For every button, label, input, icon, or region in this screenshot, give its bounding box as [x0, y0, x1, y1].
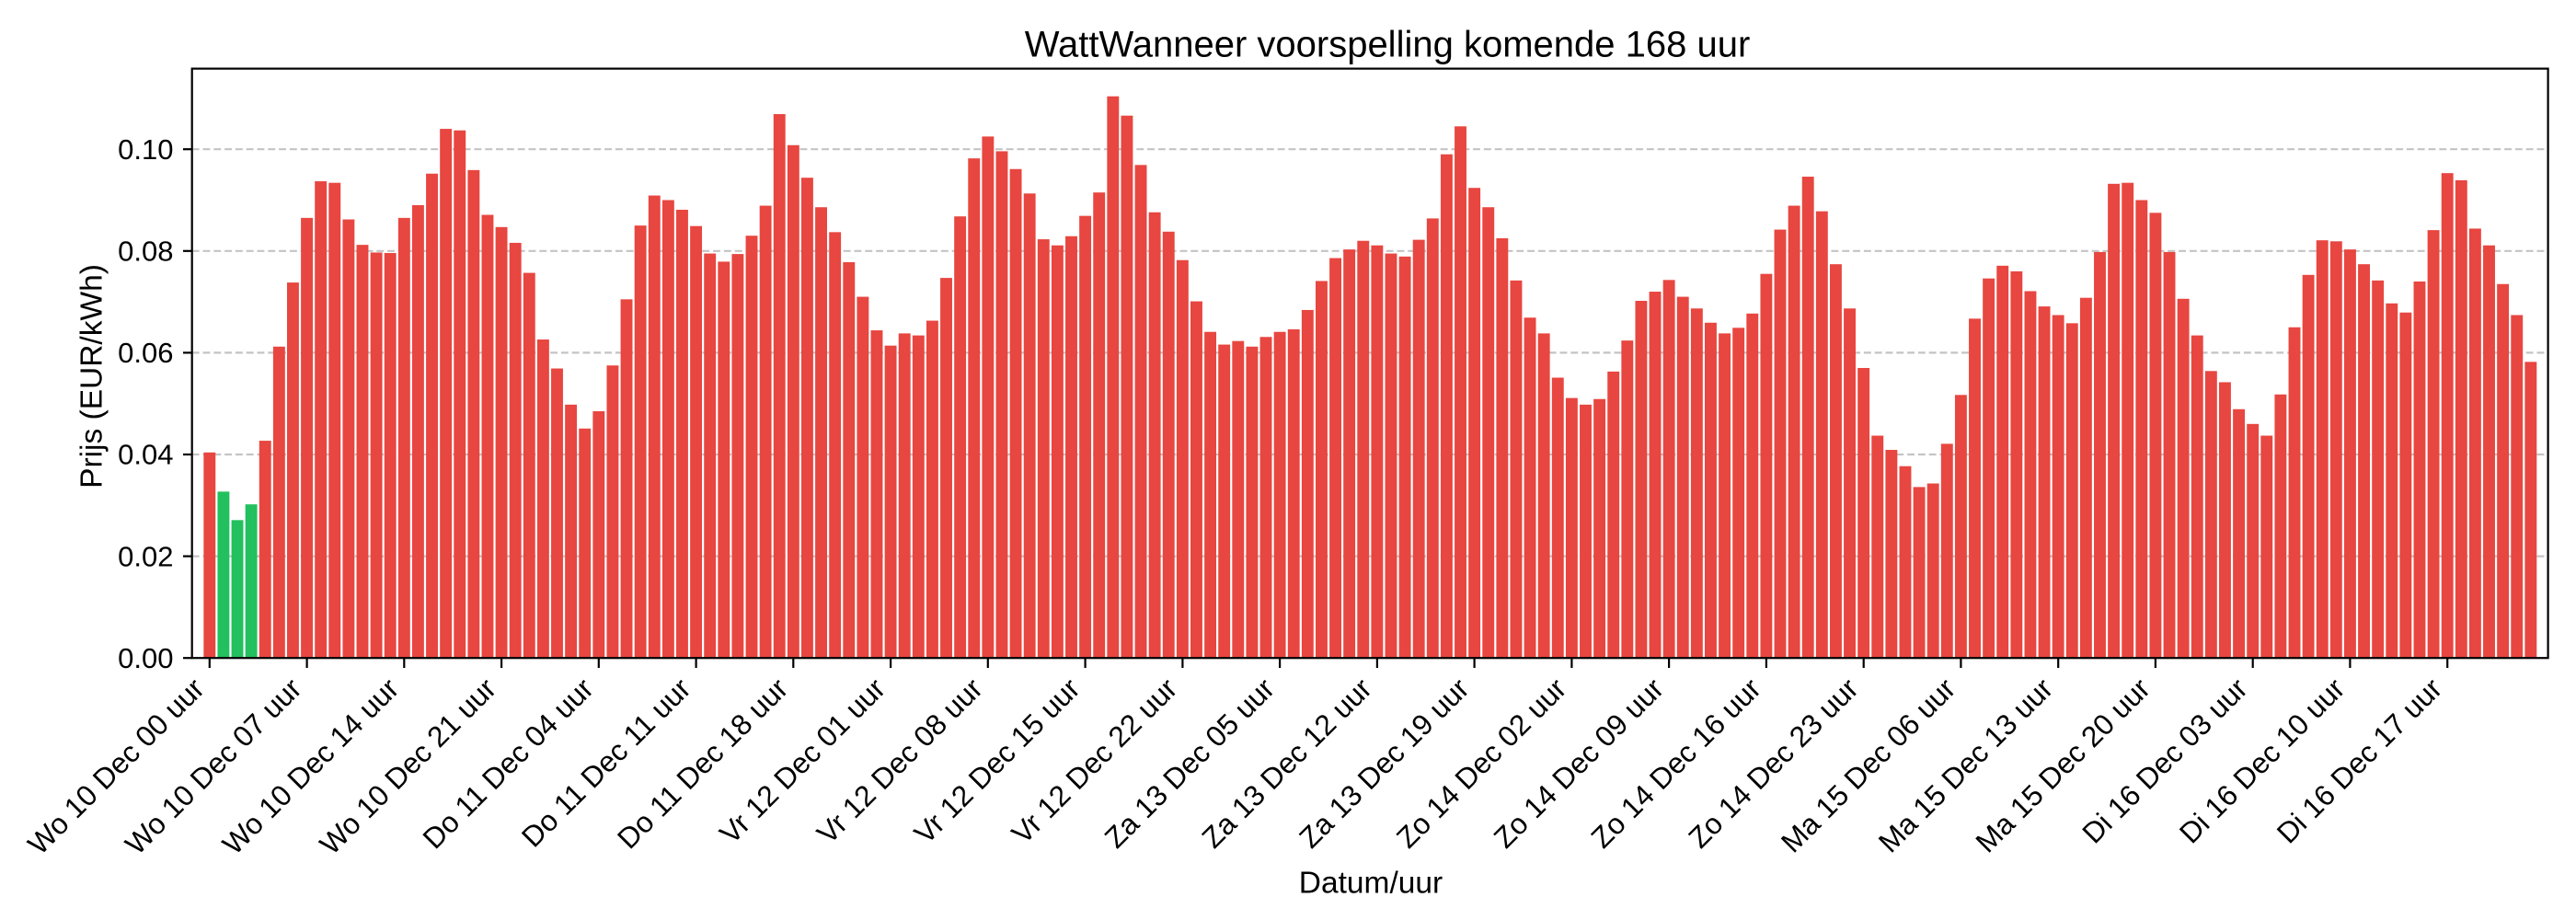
svg-text:0.02: 0.02 — [118, 540, 173, 572]
svg-text:0.10: 0.10 — [118, 133, 173, 166]
svg-text:0.08: 0.08 — [118, 236, 173, 268]
svg-text:0.06: 0.06 — [118, 337, 173, 369]
svg-text:0.00: 0.00 — [118, 642, 173, 674]
svg-text:Prijs (EUR/kWh): Prijs (EUR/kWh) — [75, 264, 109, 489]
svg-text:0.04: 0.04 — [118, 439, 173, 471]
svg-text:WattWanneer voorspelling komen: WattWanneer voorspelling komende 168 uur — [1025, 25, 1751, 65]
svg-text:Datum/uur: Datum/uur — [1299, 866, 1443, 900]
